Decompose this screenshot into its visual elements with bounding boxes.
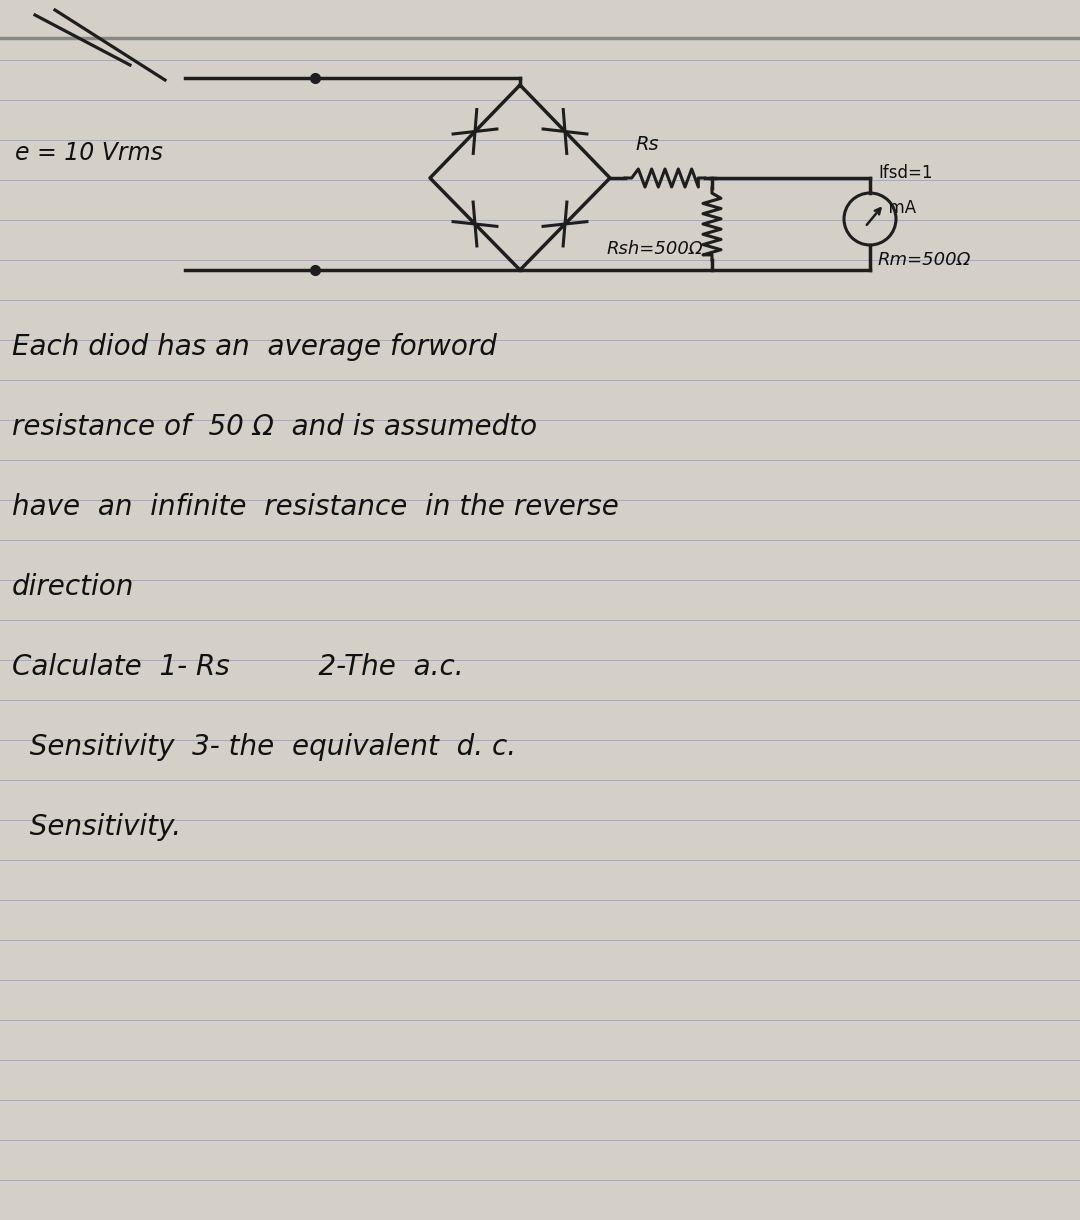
Text: Rs: Rs [635, 135, 659, 154]
Text: resistance of  50 Ω  and is assumedto: resistance of 50 Ω and is assumedto [12, 414, 537, 440]
Text: Calculate  1- Rs          2-The  a.c.: Calculate 1- Rs 2-The a.c. [12, 653, 463, 681]
Text: Sensitivity  3- the  equivalent  d. c.: Sensitivity 3- the equivalent d. c. [12, 733, 516, 761]
Text: Each diod has an  average forword: Each diod has an average forword [12, 333, 497, 361]
Text: Ifsd=1: Ifsd=1 [878, 163, 932, 182]
Text: Sensitivity.: Sensitivity. [12, 813, 181, 841]
Text: Rm=500Ω: Rm=500Ω [878, 251, 971, 268]
Text: mA: mA [878, 199, 916, 217]
Text: e = 10 Vrms: e = 10 Vrms [15, 142, 163, 165]
Text: Rsh=500Ω: Rsh=500Ω [607, 240, 704, 257]
Text: have  an  infinite  resistance  in the reverse: have an infinite resistance in the rever… [12, 493, 619, 521]
Text: direction: direction [12, 573, 134, 601]
